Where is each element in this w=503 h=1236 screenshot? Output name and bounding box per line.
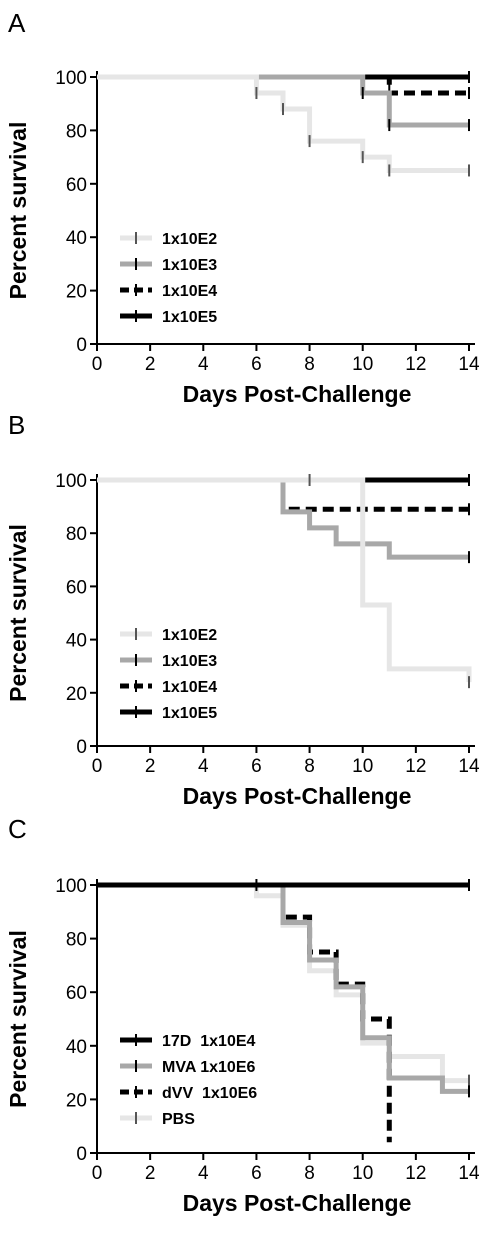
- legend-label: 1x10E3: [162, 653, 217, 670]
- y-tick-label: 60: [66, 175, 87, 196]
- x-tick-label: 2: [145, 1163, 156, 1184]
- legend-label: 17D 1x10E4: [162, 1033, 256, 1050]
- series-line-2: [97, 882, 392, 1143]
- x-tick-label: 2: [145, 354, 156, 375]
- legend-label: 1x10E4: [162, 283, 217, 300]
- x-tick-label: 14: [458, 354, 480, 375]
- x-tick-label: 0: [92, 354, 103, 375]
- y-axis-title: Percent survival: [5, 524, 31, 702]
- x-tick-label: 8: [304, 756, 315, 777]
- y-tick-label: 40: [66, 631, 87, 652]
- panel-c: C 0 20 40 60 80 100 0 2 4 6 8 10 12 14 Days Post-Challe…: [5, 814, 480, 1216]
- y-tick-label: 100: [55, 471, 87, 492]
- x-tick-label: 4: [198, 1163, 209, 1184]
- legend-label: PBS: [162, 1111, 195, 1128]
- y-tick-label: 80: [66, 121, 87, 142]
- x-tick-label: 10: [352, 1163, 373, 1184]
- series-line-1: [97, 882, 469, 1094]
- x-tick-label: 12: [405, 354, 426, 375]
- y-tick-label: 20: [66, 282, 87, 303]
- x-axis-title: Days Post-Challenge: [183, 783, 412, 809]
- legend-label: 1x10E4: [162, 679, 217, 696]
- x-axis-title: Days Post-Challenge: [183, 381, 412, 407]
- y-tick-label: 100: [55, 876, 87, 897]
- y-tick-label: 0: [76, 335, 87, 356]
- legend-label: dVV 1x10E6: [162, 1085, 257, 1102]
- x-tick-label: 10: [352, 354, 373, 375]
- x-tick-label: 6: [251, 354, 262, 375]
- panel-b: B 0 20 40 60 80 100 0 2 4 6 8 10 12 14 Days Post-Challe…: [5, 410, 480, 809]
- series-line-0: [97, 477, 472, 683]
- x-tick-label: 0: [92, 1163, 103, 1184]
- y-tick-label: 100: [55, 68, 87, 89]
- y-tick-label: 40: [66, 228, 87, 249]
- y-tick-label: 60: [66, 983, 87, 1004]
- y-tick-label: 40: [66, 1037, 87, 1058]
- legend-label: 1x10E5: [162, 705, 217, 722]
- panel-a: A 0 20 40 60 80 100 0 2 4 6 8 10 12 14 Days Post-Challe…: [5, 8, 480, 407]
- y-tick-label: 80: [66, 524, 87, 545]
- x-tick-label: 8: [304, 1163, 315, 1184]
- y-axis-title: Percent survival: [5, 122, 31, 300]
- series-line-1: [97, 74, 469, 128]
- y-axis-title: Percent survival: [5, 930, 31, 1108]
- x-tick-label: 6: [251, 756, 262, 777]
- x-tick-label: 14: [458, 1163, 480, 1184]
- legend-label: MVA 1x10E6: [162, 1059, 255, 1076]
- y-tick-label: 80: [66, 930, 87, 951]
- legend-label: 1x10E5: [162, 309, 217, 326]
- legend-label: 1x10E2: [162, 231, 217, 248]
- x-tick-label: 12: [405, 756, 426, 777]
- y-tick-label: 60: [66, 577, 87, 598]
- y-tick-label: 20: [66, 1090, 87, 1111]
- y-tick-label: 0: [76, 737, 87, 758]
- x-axis-title: Days Post-Challenge: [183, 1190, 412, 1216]
- x-tick-label: 2: [145, 756, 156, 777]
- panel-letter: C: [8, 814, 27, 844]
- series-line-1: [97, 477, 469, 560]
- x-tick-label: 8: [304, 354, 315, 375]
- y-tick-label: 20: [66, 684, 87, 705]
- x-tick-label: 6: [251, 1163, 262, 1184]
- y-tick-label: 0: [76, 1144, 87, 1165]
- x-tick-label: 0: [92, 756, 103, 777]
- panel-letter: B: [8, 410, 25, 440]
- x-tick-label: 12: [405, 1163, 426, 1184]
- legend-label: 1x10E3: [162, 257, 217, 274]
- x-tick-label: 14: [458, 756, 480, 777]
- panel-letter: A: [8, 8, 26, 38]
- x-tick-label: 4: [198, 354, 209, 375]
- x-tick-label: 10: [352, 756, 373, 777]
- x-tick-label: 4: [198, 756, 209, 777]
- legend-label: 1x10E2: [162, 627, 217, 644]
